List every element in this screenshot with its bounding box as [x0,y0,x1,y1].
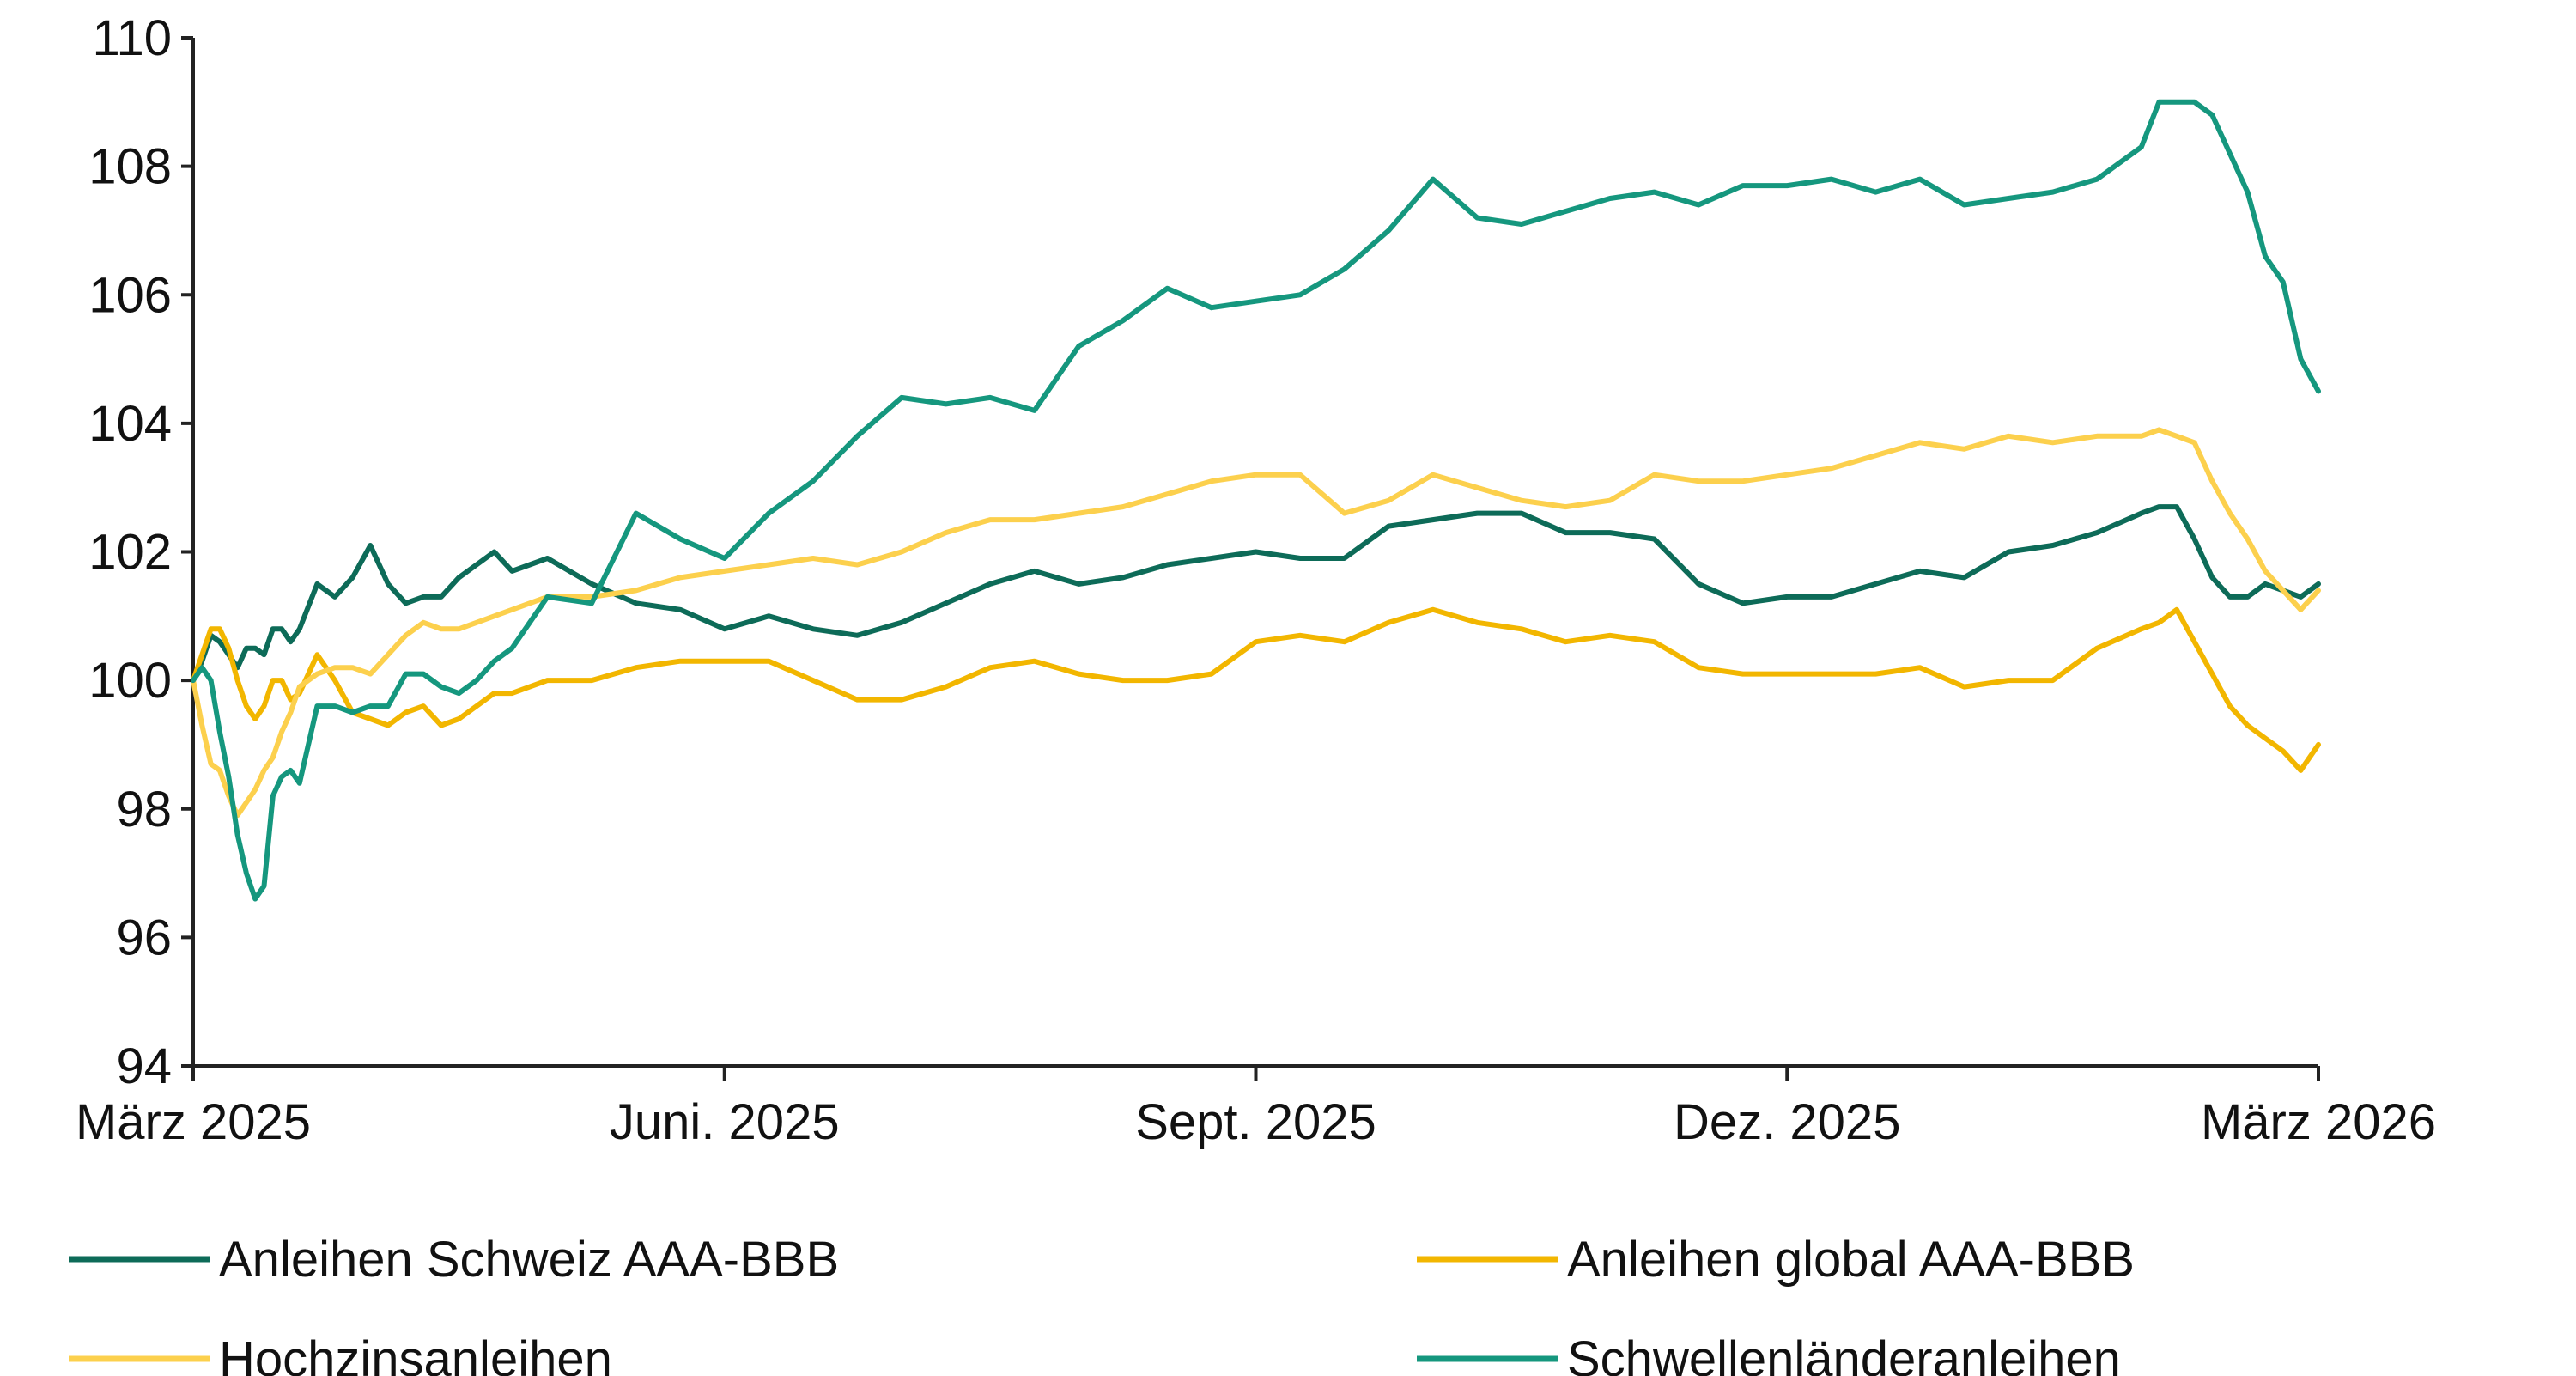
legend-label: Schwellenländeranleihen [1567,1331,2121,1376]
y-tick-label: 100 [88,653,172,709]
x-tick-label: Sept. 2025 [1135,1094,1376,1150]
y-axis-ticks: 94 96 98 100 102 104 106 108 110 [88,10,193,1094]
y-tick-label: 108 [88,139,172,195]
series-line-anleihen-schweiz-aaa-bbb [191,504,2321,684]
y-tick-label: 106 [88,267,172,323]
y-tick-label: 104 [88,396,172,452]
x-tick-label: März 2025 [76,1094,311,1150]
series-line-hochzinsanleihen [191,427,2321,819]
x-tick-label: Juni. 2025 [610,1094,840,1150]
y-tick-label: 110 [93,10,172,66]
legend-label: Anleihen global AAA-BBB [1567,1232,2135,1288]
series-lines [191,99,2321,902]
legend: Anleihen Schweiz AAA-BBB Anleihen global … [69,1232,2135,1376]
plot-area: 94 96 98 100 102 104 106 108 110 März 2025 Juni. … [76,10,2436,1150]
series-line-schwellenl-nderanleihen [191,99,2321,902]
y-tick-label: 96 [116,910,172,965]
x-axis-ticks: März 2025 Juni. 2025 Sept. 2025 Dez. 2025 Mä… [76,1066,2436,1150]
x-tick-label: Dez. 2025 [1674,1094,1900,1150]
y-tick-label: 98 [116,782,172,837]
legend-label: Anleihen Schweiz AAA-BBB [219,1232,839,1288]
legend-label: Hochzinsanleihen [219,1331,612,1376]
y-tick-label: 94 [116,1038,172,1094]
series-line-anleihen-global-aaa-bbb [191,606,2321,773]
x-tick-label: März 2026 [2201,1094,2436,1150]
y-tick-label: 102 [88,525,172,581]
